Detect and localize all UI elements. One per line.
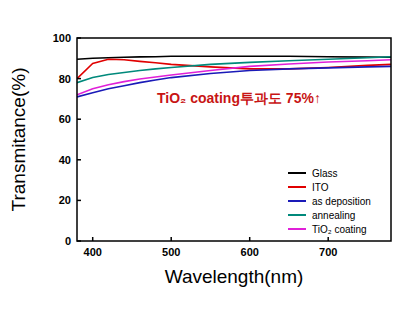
legend-label: Glass xyxy=(312,168,338,179)
y-tick xyxy=(77,37,81,39)
x-tick xyxy=(170,237,172,241)
y-tick xyxy=(77,200,81,202)
y-tick-label: 0 xyxy=(65,235,71,247)
series-line xyxy=(77,57,391,83)
legend-swatch xyxy=(288,172,306,174)
y-tick-label: 100 xyxy=(53,32,71,44)
legend-swatch xyxy=(288,214,306,216)
x-tick-label: 400 xyxy=(84,246,102,258)
y-tick-label: 20 xyxy=(59,194,71,206)
x-tick-label: 600 xyxy=(241,246,259,258)
y-tick xyxy=(77,159,81,161)
x-tick-label: 500 xyxy=(162,246,180,258)
x-tick xyxy=(92,237,94,241)
legend-swatch xyxy=(288,200,306,202)
legend-label: TiO₂ coating xyxy=(312,224,367,235)
x-tick-label: 700 xyxy=(319,246,337,258)
y-axis-label: Transmitance(%) xyxy=(8,68,29,212)
legend-label: as deposition xyxy=(312,196,371,207)
annotation: TiO₂ coating투과도 75%↑ xyxy=(157,90,321,106)
y-tick xyxy=(77,240,81,242)
legend-label: annealing xyxy=(312,210,355,221)
legend-swatch xyxy=(288,186,306,188)
x-tick xyxy=(327,237,329,241)
chart: 0 20 40 60 80 100 400 500 600 700 Wavelength(nm) Tr… xyxy=(0,0,403,312)
legend-label: ITO xyxy=(312,182,329,193)
y-tick-label: 60 xyxy=(59,113,71,125)
x-axis-label: Wavelength(nm) xyxy=(165,266,304,287)
y-tick-label: 80 xyxy=(59,73,71,85)
plot-frame xyxy=(77,38,391,241)
x-tick xyxy=(249,237,251,241)
y-tick-label: 40 xyxy=(59,154,71,166)
y-tick xyxy=(77,78,81,80)
y-tick xyxy=(77,118,81,120)
legend-swatch xyxy=(288,228,306,230)
